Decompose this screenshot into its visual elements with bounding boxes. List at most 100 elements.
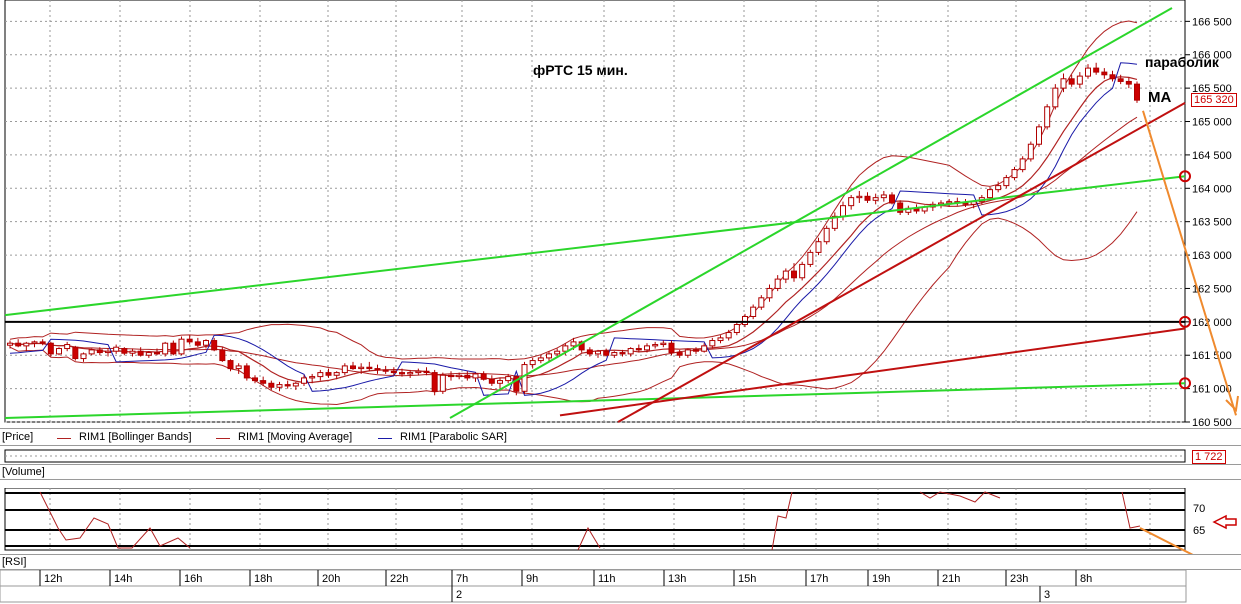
candle-bear: [39, 341, 46, 344]
candle-bear: [1068, 78, 1075, 85]
candle-bear: [268, 382, 275, 388]
candle-bull: [31, 341, 38, 344]
candle-bull: [701, 345, 708, 352]
red-trendline-upper: [617, 101, 1186, 423]
candle-bull: [611, 352, 618, 356]
y-tick-label: 160 500: [1192, 417, 1232, 428]
candle-bull: [415, 370, 422, 374]
legend-price[interactable]: [Price]: [2, 431, 34, 443]
candle-bull: [1052, 87, 1059, 108]
legend-parabolic-sar[interactable]: RIM1 [Parabolic SAR]: [400, 431, 507, 443]
candle-bull: [1044, 106, 1051, 128]
candle-bear: [513, 376, 520, 392]
candle-bull: [815, 241, 822, 253]
candle-bull: [987, 189, 993, 199]
day-tick-label: 3: [1044, 589, 1050, 601]
time-tick-label: 17h: [810, 573, 828, 585]
volume-pane[interactable]: 1 722: [0, 448, 1241, 464]
candle-bear: [603, 350, 610, 356]
rsi-label: [RSI]: [2, 556, 27, 568]
candle-bear: [284, 384, 291, 387]
candle-bull: [595, 350, 601, 355]
y-tick-label: 163 000: [1192, 250, 1232, 262]
time-axis: 12h 14h 16h 18h 20h 22h 7h 9h 11h 13h 15h 17h 19h 21h…: [0, 570, 1241, 604]
candle-bull: [799, 263, 806, 279]
candle-bear: [676, 352, 683, 356]
candle-bull: [774, 278, 781, 289]
candle-bear: [1125, 80, 1132, 85]
legend-sar-swatch: [378, 438, 392, 439]
candle-bull: [178, 338, 185, 355]
candle-bull: [742, 315, 748, 326]
candle-bull: [276, 384, 283, 388]
level-marker-circle: [1179, 377, 1191, 390]
candle-bull: [1019, 158, 1026, 171]
candle-bear: [96, 349, 103, 354]
candle-bull: [1085, 67, 1091, 77]
y-tick-label: 164 000: [1192, 183, 1232, 195]
candle-bear: [1134, 83, 1140, 101]
candle-bull: [105, 350, 111, 354]
candle-bull: [946, 201, 953, 204]
volume-label-bar: [Volume]: [0, 464, 1241, 480]
candle-bear: [219, 349, 226, 362]
candle-bull: [1076, 75, 1083, 85]
candle-bear: [693, 349, 699, 352]
y-tick-label: 166 000: [1192, 50, 1232, 62]
candle-bear: [488, 378, 495, 384]
candle-bull: [472, 373, 479, 379]
candle-bull: [162, 342, 169, 355]
time-row-hours: [0, 570, 1187, 587]
candle-bear: [252, 377, 258, 382]
rsi-line-top: [919, 491, 1001, 503]
candle-bear: [399, 372, 405, 375]
candle-bear: [897, 202, 904, 213]
candle-bull: [537, 357, 544, 362]
y-tick-label: 163 500: [1192, 217, 1232, 229]
day-tick-label: 2: [456, 589, 462, 601]
candle-bear: [47, 342, 54, 355]
rsi-forecast-line: [1139, 527, 1194, 554]
price-chart[interactable]: 166 500 166 000 165 500 165 000 164 500 164 0…: [0, 0, 1241, 428]
y-tick-label: 162 000: [1192, 317, 1232, 329]
candle-bull: [56, 348, 62, 355]
y-tick-label: 161 000: [1192, 384, 1232, 396]
candle-bull: [725, 332, 732, 339]
candle-bear: [382, 369, 389, 372]
candle-bear: [586, 349, 593, 355]
candle-bull: [733, 324, 740, 334]
legend-bollinger[interactable]: RIM1 [Bollinger Bands]: [79, 431, 192, 443]
candle-bull: [7, 342, 13, 346]
candle-bull: [129, 350, 136, 354]
candle-bear: [1109, 74, 1116, 80]
y-tick-label: 166 500: [1192, 16, 1232, 28]
candle-bear: [1093, 67, 1100, 73]
candle-bear: [668, 342, 675, 354]
candle-bear: [15, 342, 22, 347]
forecast-arrowhead: [1225, 395, 1239, 413]
candle-bull: [333, 372, 340, 376]
candle-bull: [341, 365, 348, 374]
time-tick-label: 7h: [456, 573, 468, 585]
candle-bear: [791, 270, 797, 279]
candle-bull: [145, 352, 152, 356]
candle-bull: [505, 376, 512, 382]
candle-bear: [366, 366, 373, 370]
candle-bear: [325, 372, 332, 376]
time-tick-label: 18h: [254, 573, 272, 585]
candle-bear: [243, 365, 250, 379]
price-pane[interactable]: 166 500 166 000 165 500 165 000 164 500 164 0…: [0, 0, 1241, 428]
annotation-parabolic: параболик: [1145, 54, 1219, 70]
candle-bull: [782, 270, 789, 280]
time-tick-label: 19h: [872, 573, 890, 585]
volume-value: 1 722: [1192, 450, 1226, 464]
rsi-pane[interactable]: 70 65: [0, 488, 1241, 554]
candle-bear: [227, 360, 234, 370]
candle-bull: [554, 350, 561, 355]
candle-bull: [113, 346, 120, 352]
legend-moving-average[interactable]: RIM1 [Moving Average]: [238, 431, 353, 443]
rsi-line-left: [39, 491, 191, 549]
candle-bull: [823, 227, 830, 243]
candle-bear: [374, 368, 381, 371]
candle-bull: [1027, 143, 1034, 160]
